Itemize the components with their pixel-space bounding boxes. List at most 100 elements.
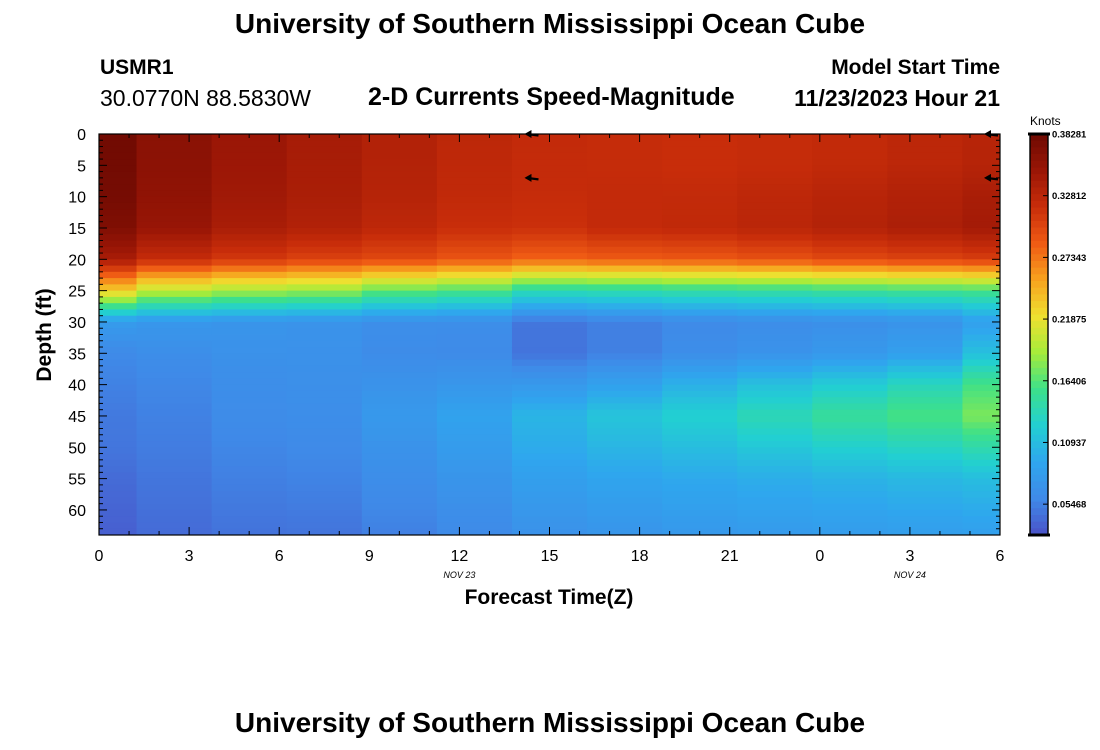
heat-cell (436, 234, 513, 242)
colorbar-segment (1030, 421, 1048, 429)
heat-cell (962, 466, 1000, 473)
heat-cell (361, 497, 438, 505)
heat-cell (286, 359, 363, 367)
heat-cell (737, 290, 813, 298)
heat-cell (887, 472, 964, 480)
heat-cell (211, 184, 288, 191)
heat-cell (136, 215, 213, 223)
heat-cell (662, 221, 738, 229)
heat-cell (286, 397, 363, 405)
heat-cell (511, 284, 588, 292)
x-tick-label: 6 (275, 548, 284, 565)
heat-cell (812, 516, 888, 524)
heat-cell (662, 227, 738, 235)
heat-cell (887, 246, 964, 254)
heat-cell (211, 259, 288, 267)
colorbar-segment (1030, 220, 1048, 229)
heat-cell (211, 390, 288, 398)
heat-cell (286, 240, 363, 248)
heat-cell (286, 353, 363, 361)
heat-cell (436, 509, 513, 517)
heat-cell (286, 372, 363, 379)
colorbar-segment (1030, 160, 1048, 169)
heat-cell (737, 491, 813, 499)
heat-cell (361, 253, 438, 260)
colorbar-segment (1030, 140, 1048, 148)
heat-cell (211, 353, 288, 361)
heat-cell (887, 378, 964, 386)
heat-cell (99, 240, 138, 248)
date-label: NOV 23 (443, 570, 475, 580)
heat-cell (211, 447, 288, 455)
heat-cell (136, 466, 213, 473)
heat-cell (887, 165, 964, 173)
heat-cell (136, 196, 213, 204)
heat-cell (99, 253, 138, 260)
heat-cell (136, 415, 213, 423)
heat-cell (436, 196, 513, 204)
heat-cell (436, 278, 513, 285)
heat-cell (662, 184, 738, 191)
heat-cell (662, 509, 738, 517)
heat-cell (361, 159, 438, 166)
heat-cell (286, 409, 363, 417)
heat-cell (99, 290, 138, 298)
heat-cell (737, 384, 813, 392)
heat-cell (962, 365, 1000, 373)
heat-cell (812, 347, 888, 354)
colorbar-segment (1030, 367, 1048, 376)
heat-cell (211, 459, 288, 467)
colorbar-segment (1030, 387, 1048, 396)
heat-cell (812, 415, 888, 423)
colorbar-segment (1030, 147, 1048, 155)
heat-cell (812, 171, 888, 179)
colorbar-segment (1030, 347, 1048, 356)
heat-cell (962, 409, 1000, 417)
arrow-head (524, 173, 532, 182)
heat-cell (662, 378, 738, 386)
heat-cell (587, 278, 663, 285)
heat-cell (511, 415, 588, 423)
heat-cell (286, 284, 363, 292)
heat-cell (286, 159, 363, 166)
heat-cell (211, 509, 288, 517)
heat-cell (812, 340, 888, 348)
heat-cell (99, 390, 138, 398)
heat-cell (587, 503, 663, 511)
heat-cell (436, 152, 513, 160)
heat-cell (962, 227, 1000, 235)
heat-cell (361, 246, 438, 254)
heat-cell (99, 284, 138, 292)
heat-cell (436, 497, 513, 505)
heat-cell (136, 209, 213, 217)
heat-cell (587, 378, 663, 386)
heat-cell (436, 453, 513, 461)
heat-cell (812, 372, 888, 379)
y-tick-label: 60 (68, 503, 86, 520)
heat-cell (812, 522, 888, 530)
heat-cell (211, 215, 288, 223)
y-tick-label: 0 (77, 127, 86, 144)
heat-cell (887, 265, 964, 273)
colorbar-segment (1030, 167, 1048, 175)
heat-cell (812, 422, 888, 430)
x-axis-label: Forecast Time(Z) (465, 586, 634, 609)
colorbar-segment (1030, 461, 1048, 469)
heat-cell (887, 209, 964, 217)
heat-cell (587, 171, 663, 179)
heat-cell (962, 403, 1000, 411)
heat-cell (136, 522, 213, 530)
heat-cell (286, 509, 363, 517)
heat-cell (737, 271, 813, 279)
heat-cell (211, 522, 288, 530)
heat-cell (662, 315, 738, 323)
heat-cell (136, 259, 213, 267)
heat-cell (662, 171, 738, 179)
heat-cell (286, 522, 363, 530)
colorbar-segment (1030, 247, 1048, 255)
heat-cell (511, 290, 588, 298)
heat-cell (737, 509, 813, 517)
heat-cell (99, 315, 138, 323)
heat-cell (962, 296, 1000, 304)
heat-cell (662, 459, 738, 467)
